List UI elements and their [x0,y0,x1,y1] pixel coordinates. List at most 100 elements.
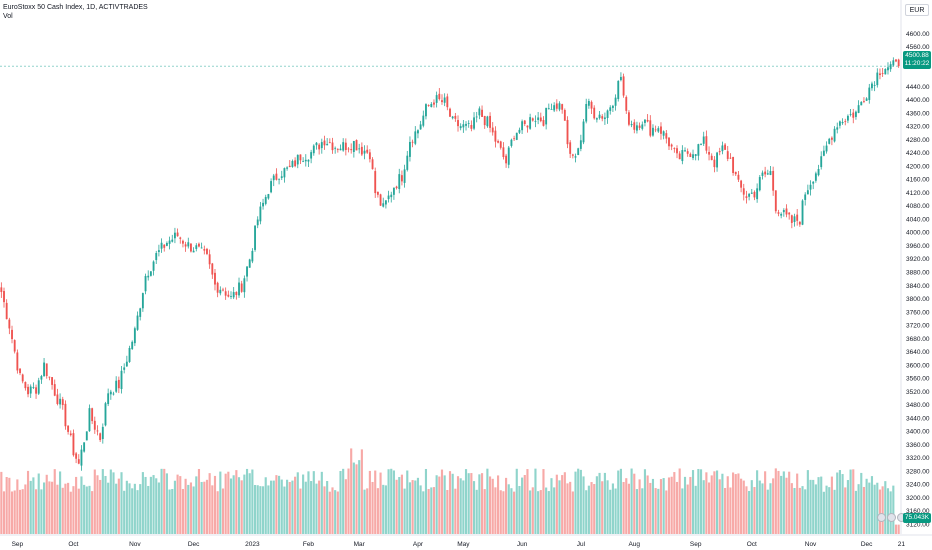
volume-bar [157,482,160,534]
volume-bar [697,468,700,534]
candle-body [603,117,606,120]
volume-bar [165,473,168,534]
candle-body [304,159,307,162]
candle-body [817,169,820,176]
candle-body [339,148,342,151]
candle-body [630,124,633,126]
candle-body [99,433,102,441]
volume-bar [149,476,152,534]
volume-bar [53,469,56,534]
volume-bar [323,486,326,534]
volume-bar [523,475,526,534]
volume-bar [387,469,390,534]
volume-bar [499,490,502,534]
candle-body [278,178,281,180]
candle-body [756,188,759,200]
volume-bar [873,484,876,534]
y-tick-label: 3680.00 [906,336,930,343]
candle-body [11,329,13,340]
candle-body [307,159,310,162]
candle-body [254,225,256,250]
volume-bar [822,491,825,534]
volume-bar [32,477,35,534]
y-tick-label: 3160.00 [906,508,930,515]
candle-body [814,173,817,181]
y-tick-label: 4440.00 [906,84,930,91]
candle-body [705,136,708,151]
y-tick-label: 3280.00 [906,468,930,475]
candle-body [849,114,852,115]
candle-body [697,144,700,156]
candle-body [315,142,318,146]
volume-bar [48,481,51,534]
toggle-icon[interactable] [887,513,896,522]
candle-body [758,177,761,191]
volume-bar [726,476,729,534]
volume-bar [411,480,414,534]
volume-bar [104,475,107,534]
candle-body [764,171,767,175]
candle-body [203,249,206,251]
chart-legend: EuroStoxx 50 Cash Index, 1D, ACTIVTRADES… [3,3,148,21]
toggle-icon[interactable] [877,513,886,522]
volume-bar [235,470,238,534]
volume-bar [275,475,278,534]
y-tick-label: 3480.00 [906,402,930,409]
volume-bar [336,491,339,534]
candle-body [91,408,94,422]
volume-bar [18,489,22,534]
volume-bar [107,482,110,534]
x-tick-label: Jul [577,541,586,548]
volume-bar [261,486,265,534]
candle-body [561,104,564,110]
currency-selector[interactable]: EUR [905,4,929,16]
candle-body [625,97,628,111]
candle-body [157,250,160,253]
candle-body [467,123,470,124]
candle-body [828,138,831,144]
volume-bar [72,486,75,534]
volume-bar [630,468,633,534]
candle-body [518,129,521,133]
candle-body [804,194,807,200]
candle-body [165,242,168,246]
candle-body [809,184,812,190]
volume-bar [683,476,687,534]
volume-bar [715,470,719,534]
volume-bar [139,484,142,534]
candle-body [326,143,329,146]
candle-body [611,105,614,108]
symbol-title[interactable]: EuroStoxx 50 Cash Index, 1D, ACTIVTRADES [3,4,148,11]
volume-bar [852,469,855,534]
candle-body [5,302,8,320]
x-tick-label: Sep [690,541,702,548]
candle-body [852,112,855,118]
candle-body [24,382,27,389]
candle-body [27,386,29,395]
y-tick-label: 3800.00 [906,296,930,303]
volume-bar [609,489,612,534]
candle-body [222,289,224,291]
volume-bar [69,491,72,534]
volume-bar [291,480,294,534]
volume-bar [376,488,379,534]
candle-body [133,328,136,344]
volume-bar [590,482,593,534]
volume-bar [475,489,478,534]
candle-body [310,152,313,159]
volume-bar [582,476,585,534]
candle-body [83,442,86,452]
volume-bar [788,471,791,534]
candle-body [171,239,174,242]
x-tick-label: Oct [747,541,757,548]
candle-body [777,212,780,214]
volume-bar [563,472,566,534]
volume-bar [539,490,542,534]
candle-body [633,122,636,130]
volume-bar [729,487,732,534]
volume-title[interactable]: Vol [3,13,13,20]
volume-bar [200,481,203,534]
volume-bar [454,488,457,534]
candle-body [411,141,414,143]
